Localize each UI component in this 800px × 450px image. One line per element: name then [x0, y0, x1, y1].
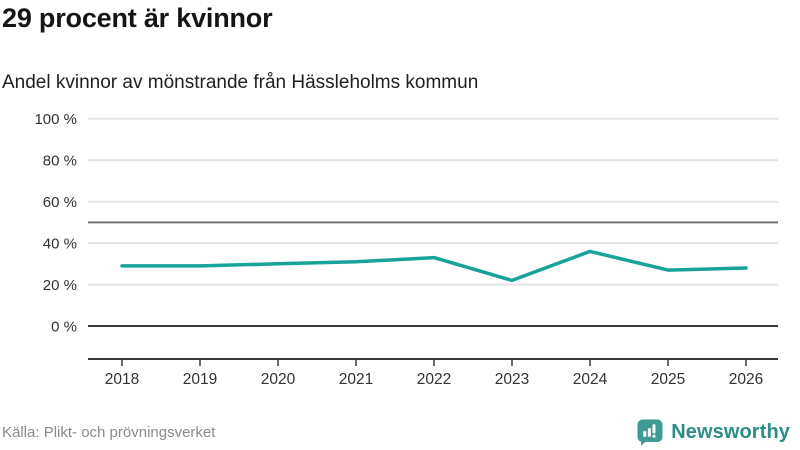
x-axis-tick-label: 2023 — [495, 371, 529, 388]
x-axis-tick-label: 2026 — [729, 371, 763, 388]
x-axis-tick-label: 2021 — [339, 371, 373, 388]
y-axis-tick-label: 20 % — [43, 277, 77, 294]
x-axis-tick-label: 2019 — [183, 371, 217, 388]
x-axis-tick-label: 2020 — [261, 371, 296, 388]
source-note: Källa: Plikt- och prövningsverket — [2, 423, 216, 441]
newsworthy-speech-bubble-bar-chart-icon — [637, 419, 663, 446]
data-line — [120, 249, 748, 283]
chart-subtitle: Andel kvinnor av mönstrande från Hässleh… — [2, 72, 479, 93]
y-axis-tick-label: 40 % — [43, 235, 77, 252]
chart-title: 29 procent är kvinnor — [2, 3, 273, 33]
newsworthy-logo: Newsworthy — [636, 418, 790, 446]
x-axis-tick-label: 2024 — [573, 371, 608, 388]
chart-footer: Källa: Plikt- och prövningsverket Newswo… — [2, 416, 790, 448]
newsworthy-wordmark: Newsworthy — [671, 420, 790, 443]
x-axis-tick-label: 2018 — [105, 371, 139, 388]
x-axis-tick-label: 2025 — [651, 371, 685, 388]
y-axis-tick-label: 100 % — [34, 111, 77, 128]
y-axis-tick-label: 60 % — [43, 194, 77, 211]
x-axis-tick-label: 2022 — [417, 371, 451, 388]
y-axis-tick-label: 0 % — [51, 318, 77, 335]
y-axis-tick-label: 80 % — [43, 153, 77, 170]
